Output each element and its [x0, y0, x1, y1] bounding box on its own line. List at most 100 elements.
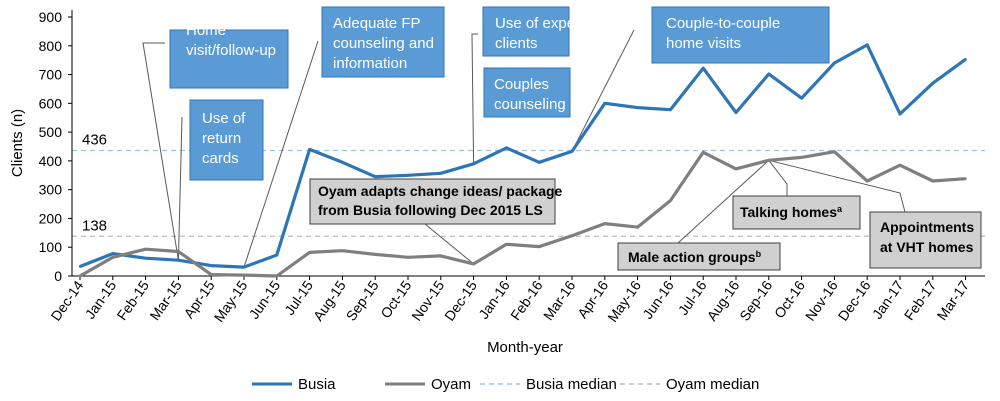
data-point-busia [767, 72, 770, 76]
data-point-oyam [210, 273, 213, 276]
legend-label: Oyam [431, 376, 471, 393]
data-point-oyam [406, 256, 410, 259]
annotation-leader [142, 42, 179, 261]
y-tick-label: 100 [39, 239, 63, 255]
x-axis-title: Month-year [487, 339, 563, 356]
data-point-busia [472, 162, 475, 165]
data-point-oyam [931, 179, 934, 183]
x-tick-label: Jun-16 [639, 277, 677, 321]
data-point-busia [603, 102, 606, 105]
data-point-busia [505, 146, 508, 150]
x-tick-label: Feb-15 [114, 277, 153, 323]
annotation-text: Adequate FP [333, 15, 421, 32]
annotation-box [869, 211, 982, 269]
data-point-oyam [538, 245, 541, 248]
data-point-busia [210, 264, 213, 267]
data-point-busia [111, 252, 115, 255]
data-point-oyam [898, 164, 902, 167]
annotation-text: counseling [494, 96, 566, 113]
data-point-oyam [734, 167, 738, 171]
data-point-busia [406, 174, 410, 177]
data-point-busia [636, 106, 639, 109]
data-point-busia [866, 43, 869, 47]
data-point-busia [800, 96, 803, 100]
data-point-oyam [636, 225, 639, 229]
data-point-oyam [669, 199, 672, 202]
x-tick-label: Aug-16 [703, 277, 742, 323]
y-tick-label: 200 [39, 210, 63, 226]
annotation-text: clients [495, 35, 538, 52]
x-tick-label: Feb-17 [901, 277, 940, 323]
annotation-leader [571, 29, 635, 152]
annotation-leader [768, 159, 906, 213]
data-point-oyam [866, 179, 869, 183]
series-line-busia [79, 43, 967, 269]
annotation-box [617, 242, 781, 271]
series-line-oyam [79, 150, 966, 278]
x-tick-label: Feb-16 [507, 277, 546, 323]
data-point-oyam [439, 254, 442, 258]
data-point-busia [439, 172, 442, 175]
data-point-busia [538, 161, 541, 164]
x-tick-label: May-15 [211, 277, 251, 325]
annotation-leader [177, 116, 183, 261]
data-point-busia [177, 258, 180, 262]
y-tick-label: 400 [39, 153, 63, 169]
y-tick-label: 500 [39, 124, 63, 140]
x-tick-label: Dec-15 [441, 277, 480, 323]
annotation-box [321, 6, 445, 78]
data-point-busia [242, 265, 246, 269]
y-tick-label: 600 [39, 95, 63, 111]
x-tick-label: Dec-14 [47, 277, 86, 323]
annotation-box [189, 99, 264, 181]
annotation-leader [768, 159, 788, 196]
y-tick-label: 300 [39, 182, 63, 198]
y-tick-label: 800 [39, 38, 63, 54]
data-point-busia [734, 111, 738, 114]
x-tick-label: Sep-16 [736, 277, 775, 323]
annotation-text: counseling and [333, 35, 434, 52]
x-tick-label: Mar-17 [934, 277, 973, 323]
annotation-text: visit/follow-up [186, 42, 276, 59]
data-point-oyam [702, 151, 705, 154]
annotation-text: cards [202, 150, 239, 167]
legend-label: Oyam median [666, 376, 759, 393]
annotation-text: Couple-to-couple [666, 15, 780, 32]
data-point-oyam [242, 273, 246, 277]
legend-label: Busia [298, 376, 336, 393]
annotation-text: Couples [494, 76, 549, 93]
data-point-oyam [800, 156, 803, 159]
annotation-text: at VHT homes [880, 239, 974, 255]
data-point-oyam [472, 262, 475, 266]
data-point-oyam [308, 251, 311, 254]
annotation-leader [243, 40, 319, 268]
annotation-leader [471, 33, 478, 164]
y-axis-title: Clients (n) [9, 109, 26, 177]
data-point-oyam [275, 274, 278, 278]
x-tick-label: Mar-15 [146, 277, 185, 323]
data-point-oyam [78, 274, 82, 278]
data-point-oyam [177, 250, 180, 253]
annotation-box [483, 67, 571, 118]
annotation-superscript: b [756, 249, 762, 259]
x-tick-label: Mar-16 [540, 277, 579, 323]
x-tick-label: Sep-15 [343, 277, 382, 323]
x-tick-label: Jun-15 [246, 277, 284, 321]
annotation-leader [424, 223, 474, 265]
annotation-text: Talking homesa [740, 204, 843, 220]
annotation-text: Oyam adapts change ideas/ package [318, 183, 563, 199]
data-point-busia [898, 112, 902, 116]
data-point-oyam [833, 150, 836, 153]
data-point-busia [308, 148, 311, 151]
annotation-box [482, 6, 570, 57]
data-point-busia [702, 67, 705, 70]
annotation-superscript: a [837, 204, 843, 214]
data-point-busia [833, 61, 836, 65]
data-point-busia [144, 256, 147, 260]
x-tick-label: Nov-15 [408, 277, 447, 323]
data-point-oyam [964, 177, 967, 180]
annotation-text: Appointments [880, 219, 974, 235]
annotation-box [651, 6, 830, 64]
y-tick-label: 0 [54, 268, 62, 284]
y-tick-label: 900 [39, 9, 63, 25]
